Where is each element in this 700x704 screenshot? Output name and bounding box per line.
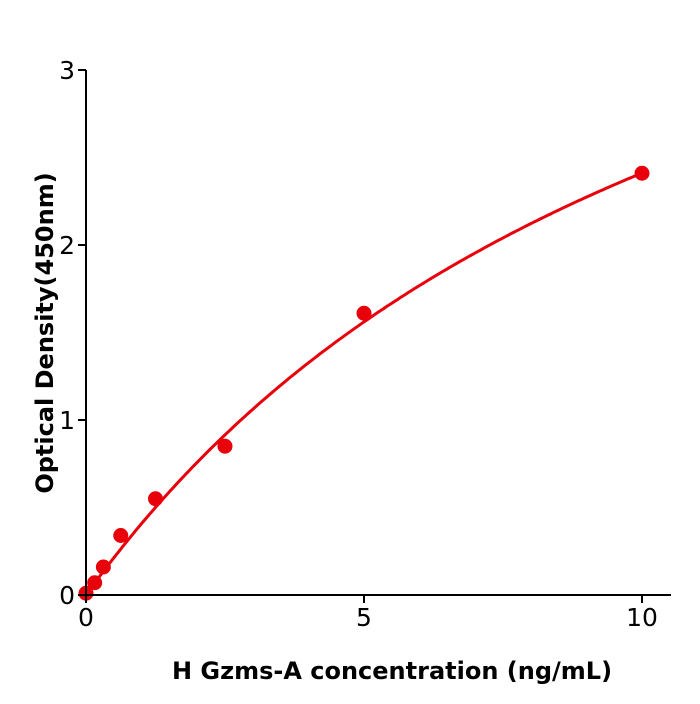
x-axis-label: H Gzms-A concentration (ng/mL) [172,657,612,685]
data-points-layer [78,165,650,601]
x-tick-label: 10 [626,603,658,632]
y-tick-label: 2 [59,231,75,260]
y-tick-label: 0 [59,581,75,610]
x-tick-label: 0 [78,603,94,632]
y-tick-label: 3 [59,56,75,85]
x-tick-label: 5 [356,603,372,632]
y-ticks: 0 1 2 3 [59,56,86,610]
y-tick-label: 1 [59,406,75,435]
data-point [95,559,111,575]
data-point [113,528,129,543]
y-axis-label: Optical Density(450nm) [31,172,59,493]
data-point [634,165,650,181]
fit-curve-layer [84,171,643,596]
data-point [356,305,372,321]
data-point [217,438,233,454]
data-point [87,575,103,591]
x-ticks: 0 5 10 [78,595,658,632]
fit-curve [84,171,643,596]
data-point [148,491,163,507]
